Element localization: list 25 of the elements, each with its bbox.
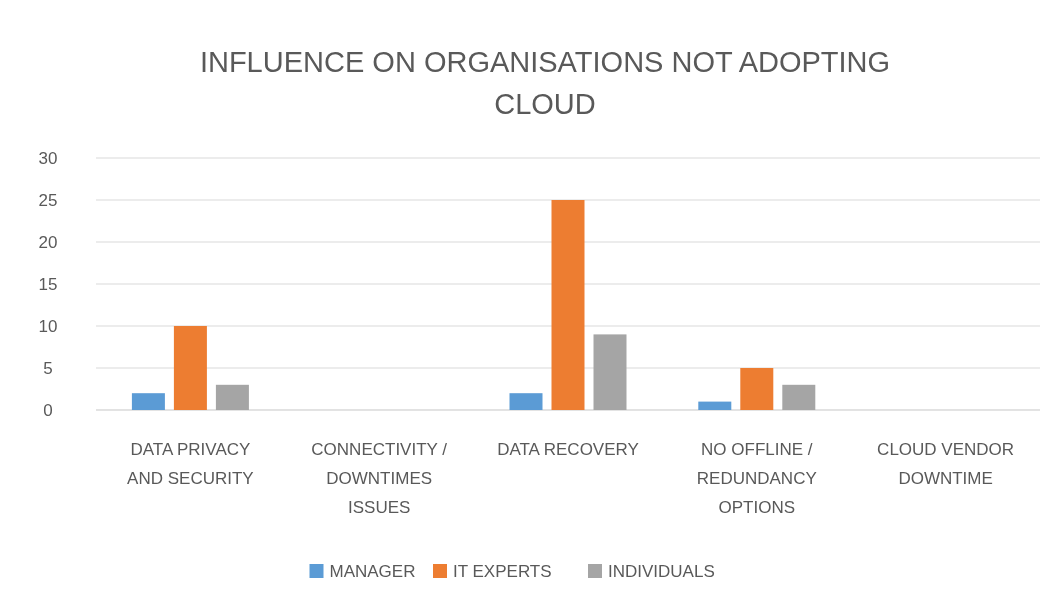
- x-tick-label: DATA RECOVERY: [497, 440, 639, 459]
- x-tick-label: CONNECTIVITY / DOWNTIMES ISSUES: [311, 440, 448, 517]
- y-tick-label: 10: [38, 317, 58, 336]
- bar: [215, 384, 249, 410]
- bar: [782, 384, 816, 410]
- bar: [740, 368, 774, 410]
- y-tick-label: 30: [38, 149, 58, 168]
- bar: [131, 393, 165, 410]
- chart-title: INFLUENCE ON ORGANISATIONS NOT ADOPTING CLOUD: [199, 46, 891, 120]
- y-tick-label: 20: [38, 233, 58, 252]
- legend-label: MANAGER: [329, 562, 416, 581]
- legend-label: IT EXPERTS: [453, 562, 552, 581]
- y-tick-label: 15: [38, 275, 58, 294]
- x-tick-label: DATA PRIVACY AND SECURITY: [127, 440, 254, 488]
- y-tick-label: 25: [38, 191, 58, 210]
- x-tick-label: NO OFFLINE / REDUNDANCY OPTIONS: [696, 440, 817, 517]
- y-tick-label: 5: [43, 359, 53, 378]
- y-tick-label: 0: [43, 401, 53, 420]
- bar: [698, 401, 732, 410]
- bar: [509, 393, 543, 410]
- legend-label: INDIVIDUALS: [608, 562, 715, 581]
- bar: [551, 200, 585, 410]
- bar: [173, 326, 207, 410]
- x-tick-label: CLOUD VENDOR DOWNTIME: [877, 440, 1015, 488]
- bar: [593, 334, 627, 410]
